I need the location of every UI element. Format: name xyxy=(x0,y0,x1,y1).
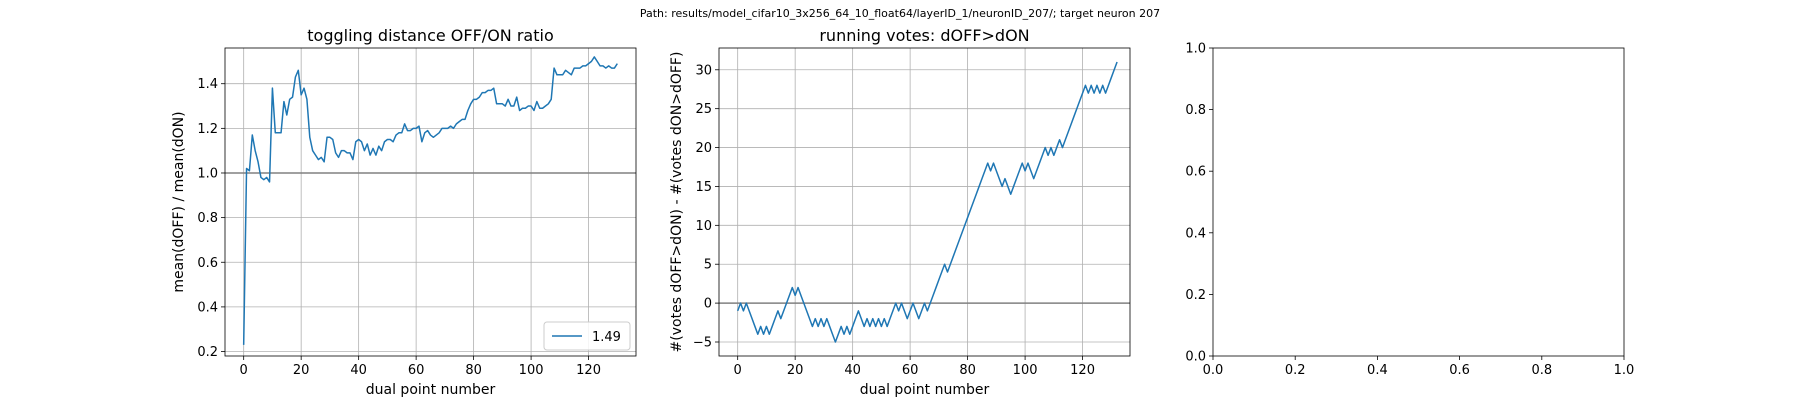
y-tick-label: 1.0 xyxy=(197,166,218,181)
x-tick-label: 120 xyxy=(576,363,601,378)
y-tick-label: 10 xyxy=(695,219,712,234)
x-tick-label: 0 xyxy=(734,363,742,378)
y-tick-label: 1.4 xyxy=(197,77,218,92)
legend-entry-label: 1.49 xyxy=(592,330,621,345)
y-tick-label: −5 xyxy=(693,336,712,351)
series-line-1 xyxy=(736,61,1118,343)
x-tick-label: 100 xyxy=(519,363,544,378)
y-tick-label: 0.8 xyxy=(197,211,218,226)
y-tick-label: 20 xyxy=(695,141,712,156)
y-tick-label: 1.2 xyxy=(197,122,218,137)
y-tick-label: 0.2 xyxy=(1185,288,1206,303)
y-tick-label: 0.0 xyxy=(1185,350,1206,365)
x-tick-label: 0.0 xyxy=(1203,363,1224,378)
axes-frame xyxy=(224,47,637,357)
y-tick-label: 30 xyxy=(695,63,712,78)
x-tick-label: 20 xyxy=(293,363,310,378)
chart-title: toggling distance OFF/ON ratio xyxy=(307,26,553,45)
x-tick-label: 0.4 xyxy=(1367,363,1388,378)
y-tick-label: 1.0 xyxy=(1185,42,1206,57)
axes-frame xyxy=(1212,47,1625,357)
y-tick-label: 5 xyxy=(704,258,712,273)
x-tick-label: 0.8 xyxy=(1531,363,1552,378)
legend-box xyxy=(543,321,631,351)
y-tick-label: 0 xyxy=(704,297,712,312)
y-axis-label: mean(dOFF) / mean(dON) xyxy=(171,111,187,292)
y-tick-label: 15 xyxy=(695,180,712,195)
y-tick-label: 0.4 xyxy=(1185,226,1206,241)
x-tick-label: 0 xyxy=(240,363,248,378)
chart-2: 0 20 40 60 80 100 120 −5 0 5 10 15 20 25 30 running vot… xyxy=(669,26,1131,398)
y-axis-label: #(votes dOFF>dON) - #(votes dON>dOFF) xyxy=(669,52,685,353)
y-tick-label: 0.6 xyxy=(197,256,218,271)
legend: 1.49 xyxy=(543,321,631,351)
axes-frame xyxy=(718,47,1131,357)
x-tick-label: 0.2 xyxy=(1285,363,1306,378)
x-tick-label: 0.6 xyxy=(1449,363,1470,378)
y-tick-label: 0.8 xyxy=(1185,103,1206,118)
x-tick-label: 60 xyxy=(408,363,425,378)
figure-suptitle: Path: results/model_cifar10_3x256_64_10_… xyxy=(639,7,1161,20)
x-tick-label: 120 xyxy=(1070,363,1095,378)
x-axis-label: dual point number xyxy=(860,382,990,398)
y-tick-label: 25 xyxy=(695,102,712,117)
x-tick-label: 20 xyxy=(787,363,804,378)
x-tick-label: 60 xyxy=(902,363,919,378)
chart-title: running votes: dOFF>dON xyxy=(819,26,1029,45)
chart-3: 0.0 0.2 0.4 0.6 0.8 1.0 0.0 0.2 0.4 0.6 0.8 1.0 xyxy=(1185,42,1634,379)
y-tick-label: 0.4 xyxy=(197,300,218,315)
x-tick-label: 1.0 xyxy=(1614,363,1635,378)
x-tick-label: 100 xyxy=(1013,363,1038,378)
y-tick-label: 0.6 xyxy=(1185,165,1206,180)
x-tick-label: 40 xyxy=(844,363,861,378)
x-axis-label: dual point number xyxy=(366,382,496,398)
chart-1: 0 20 40 60 80 100 120 0.2 0.4 0.6 0.8 1.0 1.2 1.4 togg… xyxy=(171,26,637,398)
x-tick-label: 80 xyxy=(959,363,976,378)
x-tick-label: 40 xyxy=(350,363,367,378)
series-line-1 xyxy=(242,56,618,345)
y-tick-label: 0.2 xyxy=(197,345,218,360)
x-tick-label: 80 xyxy=(465,363,482,378)
